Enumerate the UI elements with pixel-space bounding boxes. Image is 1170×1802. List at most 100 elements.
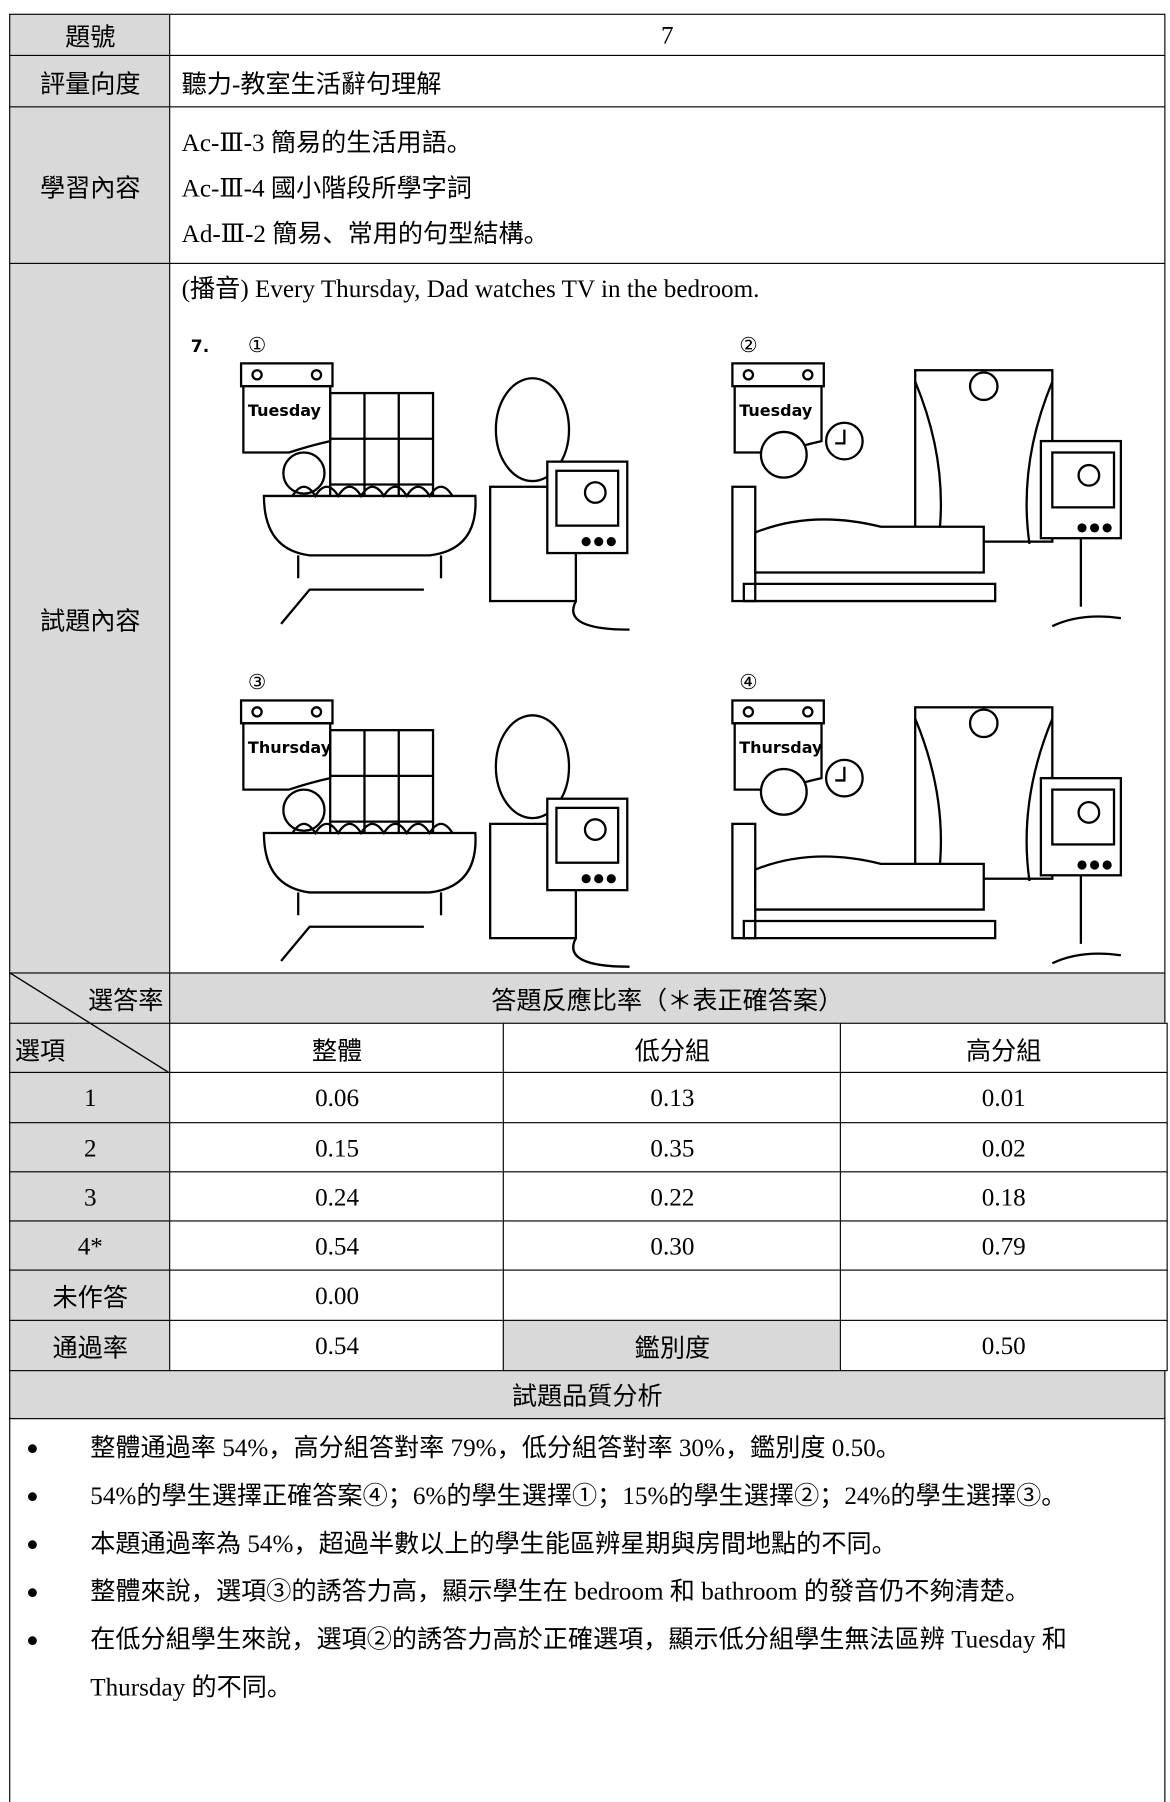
person-head xyxy=(282,788,326,832)
floor xyxy=(280,588,424,625)
ring xyxy=(742,706,755,718)
diagonal xyxy=(9,972,172,1075)
value-cell: 7 xyxy=(169,13,1166,58)
bubbles xyxy=(291,485,454,499)
calendar xyxy=(239,362,334,388)
audio-text: (播音) Every Thursday, Dad watches TV in t… xyxy=(181,274,760,303)
lamp xyxy=(968,371,999,402)
news-anchor xyxy=(583,818,607,842)
clock-hands xyxy=(835,429,846,445)
illustrations: 7. ① Tuesday ② Tuesday ③ Thursday ④ Thursday xyxy=(191,333,1123,968)
rate-cell: 0.54 xyxy=(169,1220,506,1272)
rate-cell: 0.24 xyxy=(169,1171,506,1223)
option-cell: 4* xyxy=(9,1220,172,1272)
rate-cell: 0.06 xyxy=(169,1071,506,1125)
tv-stand xyxy=(1051,869,1122,965)
tv-button xyxy=(1102,860,1112,870)
calendar-day: Thursday xyxy=(248,738,332,757)
option-mark: ② xyxy=(739,333,757,357)
label-cell: 學習內容 xyxy=(9,106,172,266)
news-anchor xyxy=(1077,801,1101,824)
rate-cell: 0.00 xyxy=(169,1269,506,1323)
option-mark: ① xyxy=(248,333,266,357)
tv-stand xyxy=(1051,532,1122,628)
corner-cell: 選項 xyxy=(9,1022,172,1075)
rate-cell: 0.13 xyxy=(502,1071,843,1125)
floor xyxy=(280,925,424,962)
learning-item: Ac-Ⅲ-4 國小階段所學字詞 xyxy=(181,173,472,202)
label-cell: 評量向度 xyxy=(9,54,172,109)
learning-item: Ac-Ⅲ-3 簡易的生活用語。 xyxy=(181,127,472,156)
option-picture: 7. ① Tuesday xyxy=(191,333,630,631)
ring xyxy=(251,706,263,718)
tv-button xyxy=(1090,860,1100,870)
rate-cell: 0.50 xyxy=(839,1319,1168,1372)
bed-frame xyxy=(742,919,997,940)
bullet-list: 整體通過率 54%，高分組答對率 79%，低分組答對率 30%，鑑別度 0.50… xyxy=(10,1417,1164,1712)
person-head xyxy=(282,451,326,495)
rate-cell xyxy=(502,1269,843,1323)
tv-button xyxy=(1077,860,1087,870)
option-picture: ③ Thursday xyxy=(239,670,630,968)
option-picture: ④ Thursday xyxy=(731,670,1123,965)
tv xyxy=(1039,439,1123,540)
option-cell: 未作答 xyxy=(9,1269,172,1323)
option-cell: 2 xyxy=(9,1122,172,1174)
tv-screen xyxy=(555,469,620,527)
bullet: 整體來說，選項③的誘答力高，顯示學生在 bedroom 和 bathroom 的… xyxy=(10,1568,1164,1616)
tv-button xyxy=(581,874,591,884)
curtain xyxy=(914,381,1054,545)
rate-cell: 0.35 xyxy=(502,1122,843,1174)
news-anchor xyxy=(1077,463,1101,487)
bed xyxy=(754,518,985,574)
rate-cell: 0.01 xyxy=(839,1071,1168,1125)
person-head xyxy=(759,767,808,816)
rate-cell: 0.18 xyxy=(839,1171,1168,1223)
analysis: 整體通過率 54%，高分組答對率 79%，低分組答對率 30%，鑑別度 0.50… xyxy=(9,1416,1166,1802)
tv-button xyxy=(581,537,591,547)
bullet: 在低分組學生來說，選項②的誘答力高於正確選項，顯示低分組學生無法區辨 Tuesd… xyxy=(10,1616,1164,1712)
analysis-title: 試題品質分析 xyxy=(9,1368,1166,1420)
learning-item: Ad-Ⅲ-2 簡易、常用的句型結構。 xyxy=(181,218,549,248)
response-title: 答題反應比率（＊表正確答案） xyxy=(169,972,1166,1025)
calendar xyxy=(731,699,825,725)
rate-cell: 0.30 xyxy=(502,1220,843,1272)
bed-frame xyxy=(742,582,997,603)
option-picture: ② Tuesday xyxy=(731,333,1123,628)
bullet: 本題通過率為 54%，超過半數以上的學生能區辨星期與房間地點的不同。 xyxy=(10,1520,1164,1568)
curtain xyxy=(914,718,1054,882)
option-mark: ④ xyxy=(739,670,757,694)
ring xyxy=(310,706,323,718)
calendar-day: Thursday xyxy=(739,738,823,757)
clock xyxy=(824,758,864,798)
learning-cell: Ac-Ⅲ-3 簡易的生活用語。 Ac-Ⅲ-4 國小階段所學字詞 Ad-Ⅲ-2 簡… xyxy=(169,106,1166,266)
ring xyxy=(802,369,814,381)
tv-screen xyxy=(555,806,620,864)
bullet: 54%的學生選擇正確答案④；6%的學生選擇①；15%的學生選擇②；24%的學生選… xyxy=(10,1472,1164,1520)
lamp xyxy=(968,708,999,739)
tv-button xyxy=(594,537,604,547)
rate-cell: 鑑別度 xyxy=(502,1319,843,1372)
column-header: 高分組 xyxy=(839,1022,1168,1075)
news-anchor xyxy=(583,481,607,504)
rate-cell xyxy=(839,1269,1168,1323)
ring xyxy=(802,706,814,718)
column-header: 整體 xyxy=(169,1022,506,1075)
rate-cell: 0.54 xyxy=(169,1319,506,1372)
calendar xyxy=(239,699,334,725)
rate-cell: 0.22 xyxy=(502,1171,843,1223)
calendar-day: Tuesday xyxy=(739,401,813,420)
bullet: 整體通過率 54%，高分組答對率 79%，低分組答對率 30%，鑑別度 0.50… xyxy=(10,1424,1164,1472)
tv-screen xyxy=(1051,788,1116,846)
bathtub xyxy=(262,494,477,557)
option-cell: 1 xyxy=(9,1071,172,1125)
bed xyxy=(754,855,985,911)
bathtub xyxy=(262,831,477,894)
mirror xyxy=(494,377,571,483)
corner-cell: 選答率 xyxy=(9,972,172,1025)
sink-floor xyxy=(572,937,630,968)
clock-hands xyxy=(835,766,846,782)
ring xyxy=(251,369,263,381)
question-cell: (播音) Every Thursday, Dad watches TV in t… xyxy=(169,262,1166,975)
